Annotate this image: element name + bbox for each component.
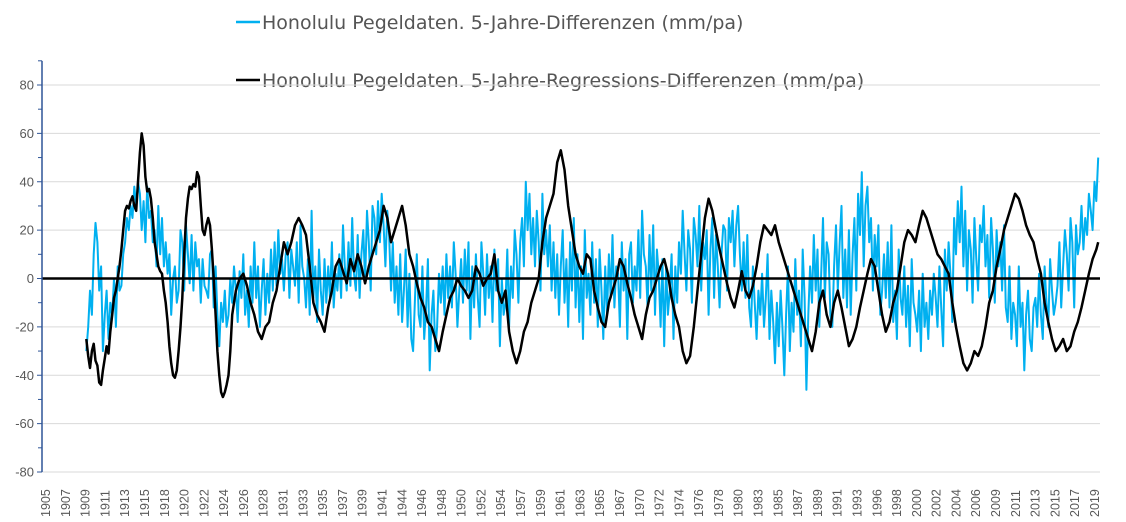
x-tick-label: 2017 [1068, 489, 1082, 517]
x-tick-label: 1978 [712, 489, 726, 517]
x-tick-label: 2002 [930, 489, 944, 517]
y-tick-label: 0 [27, 271, 34, 286]
x-tick-label: 1993 [850, 489, 864, 517]
x-tick-label: 2013 [1029, 489, 1043, 517]
series-line-2 [85, 132, 1100, 399]
x-tick-label: 1915 [138, 489, 152, 517]
x-tick-label: 1909 [79, 489, 93, 517]
x-tick-label: 1950 [455, 489, 469, 517]
x-tick-label: 1952 [474, 489, 488, 517]
x-tick-label: 1965 [593, 489, 607, 517]
y-tick-label: 20 [20, 223, 34, 238]
x-tick-label: 1991 [831, 489, 845, 517]
x-tick-label: 1905 [39, 489, 53, 517]
x-tick-label: 1922 [197, 489, 211, 517]
x-tick-label: 1957 [514, 489, 528, 517]
x-tick-label: 1989 [811, 489, 825, 517]
x-tick-label: 1941 [375, 489, 389, 517]
x-tick-label: 1996 [870, 489, 884, 517]
x-tick-label: 1911 [98, 490, 112, 517]
x-tick-label: 1913 [118, 489, 132, 517]
x-tick-label: 1998 [890, 489, 904, 517]
x-tick-label: 1987 [791, 489, 805, 517]
x-tick-label: 1931 [277, 489, 291, 517]
x-axis-ticks: 1905 1907 1909 1911 1913 1915 1918 1920 1922 1924… [39, 489, 1102, 517]
y-tick-label: -20 [15, 319, 34, 334]
x-tick-label: 1918 [158, 489, 172, 517]
x-tick-label: 1980 [732, 489, 746, 517]
y-tick-label: 80 [20, 78, 34, 93]
x-tick-label: 1954 [494, 489, 508, 517]
x-tick-label: 1976 [692, 489, 706, 517]
x-tick-label: 1946 [415, 489, 429, 517]
x-tick-label: 2006 [969, 489, 983, 517]
x-tick-label: 1985 [771, 489, 785, 517]
y-axis-ticks: 80 60 40 20 0 -20 -40 -60 -80 [15, 60, 42, 480]
x-tick-label: 2004 [949, 489, 963, 517]
y-tick-label: 60 [20, 126, 34, 141]
x-tick-label: 1933 [296, 489, 310, 517]
y-tick-label: -40 [15, 368, 34, 383]
x-tick-label: 1928 [257, 489, 271, 517]
legend: Honolulu Pegeldaten. 5-Jahre-Differenzen… [236, 12, 864, 92]
x-tick-label: 2015 [1048, 489, 1062, 517]
x-tick-label: 1926 [237, 489, 251, 517]
x-tick-label: 1935 [316, 489, 330, 517]
x-tick-label: 2019 [1088, 489, 1102, 517]
x-tick-label: 1961 [554, 489, 568, 517]
series-line-1 [85, 157, 1100, 391]
x-tick-label: 1972 [653, 489, 667, 517]
legend-label-series-1: Honolulu Pegeldaten. 5-Jahre-Differenzen… [262, 12, 743, 34]
x-tick-label: 1983 [752, 489, 766, 517]
y-tick-label: 40 [20, 174, 34, 189]
x-tick-label: 1970 [633, 489, 647, 517]
x-tick-label: 1959 [534, 489, 548, 517]
x-tick-label: 2000 [910, 489, 924, 517]
x-tick-label: 1907 [59, 489, 73, 517]
x-tick-label: 1974 [672, 489, 686, 517]
x-tick-label: 1944 [395, 489, 409, 517]
x-tick-label: 1920 [178, 489, 192, 517]
x-tick-label: 1939 [356, 489, 370, 517]
x-tick-label: 2009 [989, 489, 1003, 517]
x-tick-label: 1967 [613, 489, 627, 517]
x-tick-label: 1963 [573, 489, 587, 517]
legend-label-series-2: Honolulu Pegeldaten. 5-Jahre-Regressions… [262, 70, 864, 92]
x-tick-label: 1937 [336, 489, 350, 517]
x-tick-label: 1948 [435, 489, 449, 517]
x-tick-label: 1924 [217, 489, 231, 517]
series-group [85, 132, 1100, 399]
y-tick-label: -80 [15, 465, 34, 480]
y-tick-label: -60 [15, 416, 34, 431]
x-tick-label: 2011 [1009, 490, 1023, 517]
